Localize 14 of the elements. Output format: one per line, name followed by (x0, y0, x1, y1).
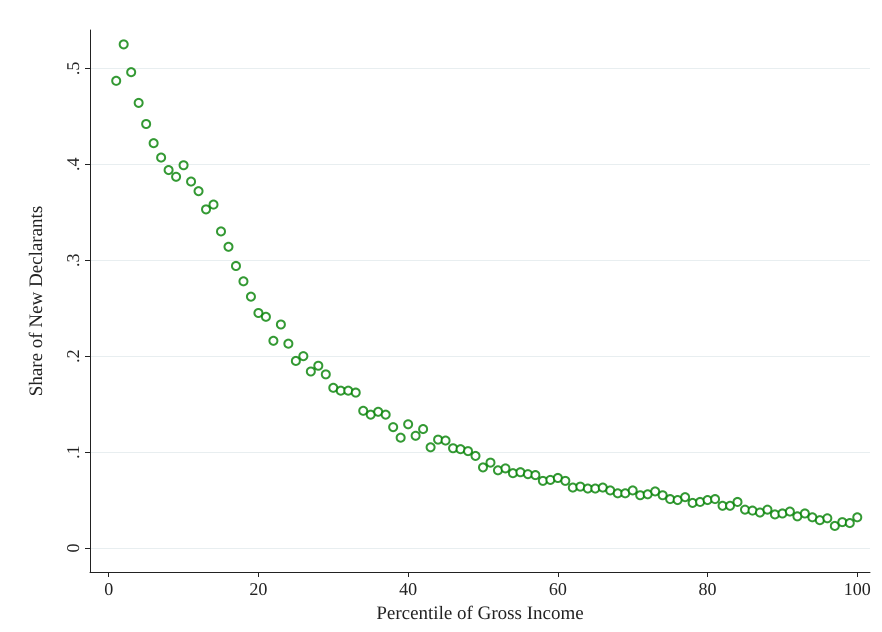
x-tick-label: 40 (399, 579, 418, 599)
x-tick-label: 100 (844, 579, 871, 599)
y-tick-label: .2 (63, 349, 83, 363)
x-tick-label: 20 (249, 579, 268, 599)
y-tick-label: .1 (63, 445, 83, 459)
y-tick-label: .3 (63, 253, 83, 267)
y-tick-label: .5 (63, 62, 83, 76)
y-tick-label: .4 (63, 158, 83, 172)
x-tick-label: 80 (698, 579, 717, 599)
y-tick-label: 0 (63, 544, 83, 553)
x-tick-label: 60 (548, 579, 567, 599)
x-axis-title: Percentile of Gross Income (376, 603, 584, 624)
y-axis-title: Share of New Declarants (26, 206, 47, 396)
x-tick-label: 0 (104, 579, 114, 599)
